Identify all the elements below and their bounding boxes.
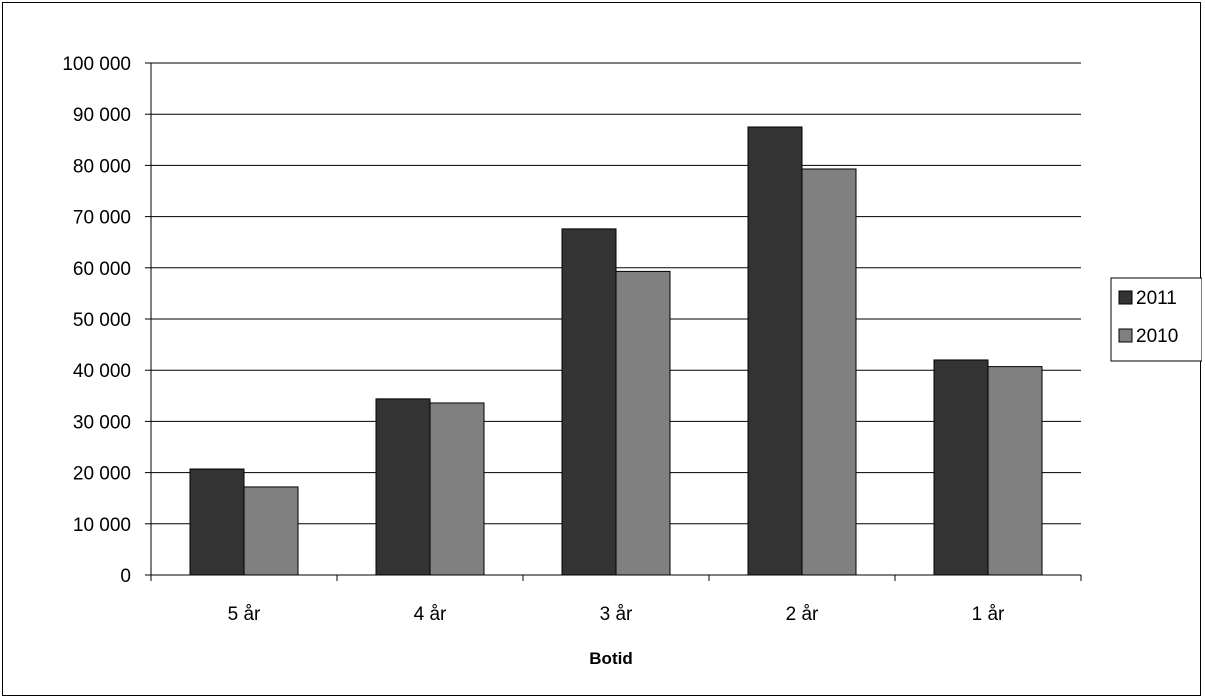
legend-label-2011: 2011 <box>1136 288 1177 309</box>
y-tick-label: 80 000 <box>73 156 131 177</box>
y-tick-label: 20 000 <box>73 464 131 485</box>
x-axis-title: Botid <box>589 649 632 668</box>
y-tick-label: 90 000 <box>73 105 131 126</box>
bar-2011 <box>933 359 989 576</box>
y-tick-label: 40 000 <box>73 361 131 382</box>
y-tick-label: 50 000 <box>73 310 131 331</box>
legend-label-2010: 2010 <box>1136 326 1178 347</box>
y-tick-label: 30 000 <box>73 412 131 433</box>
x-tick-label: 4 år <box>414 604 447 625</box>
x-axis-tick-labels: 5 år 4 år 3 år 2 år 1 år <box>228 604 1005 625</box>
y-tick-label: 0 <box>120 566 131 587</box>
x-tick-label: 3 år <box>600 604 633 625</box>
y-tick-label: 70 000 <box>73 208 131 229</box>
y-tick-label: 60 000 <box>73 259 131 280</box>
bar-2011 <box>189 468 245 576</box>
x-tick-label: 5 år <box>228 604 261 625</box>
bar-2010 <box>429 402 485 576</box>
bar-2011 <box>375 398 431 576</box>
axes <box>145 62 1082 581</box>
x-tick-label: 2 år <box>786 604 819 625</box>
bar-2010 <box>987 366 1043 576</box>
y-axis-tick-labels: 0 10 000 20 000 30 000 40 000 50 000 60 000 70 … <box>62 54 131 587</box>
legend-swatch-2011 <box>1118 290 1133 305</box>
bars <box>189 126 1043 576</box>
bar-2011 <box>561 228 617 576</box>
x-tick-label: 1 år <box>972 604 1005 625</box>
y-tick-label: 100 000 <box>62 54 131 75</box>
y-tick-label: 10 000 <box>73 515 131 536</box>
bar-2010 <box>243 486 299 576</box>
bar-2011 <box>747 126 803 576</box>
bar-2010 <box>615 270 671 576</box>
bar-2010 <box>801 168 857 576</box>
bar-chart: 0 10 000 20 000 30 000 40 000 50 000 60 000 70 … <box>62 54 1202 668</box>
legend: 2011 2010 <box>1110 277 1202 362</box>
legend-swatch-2010 <box>1118 328 1133 343</box>
